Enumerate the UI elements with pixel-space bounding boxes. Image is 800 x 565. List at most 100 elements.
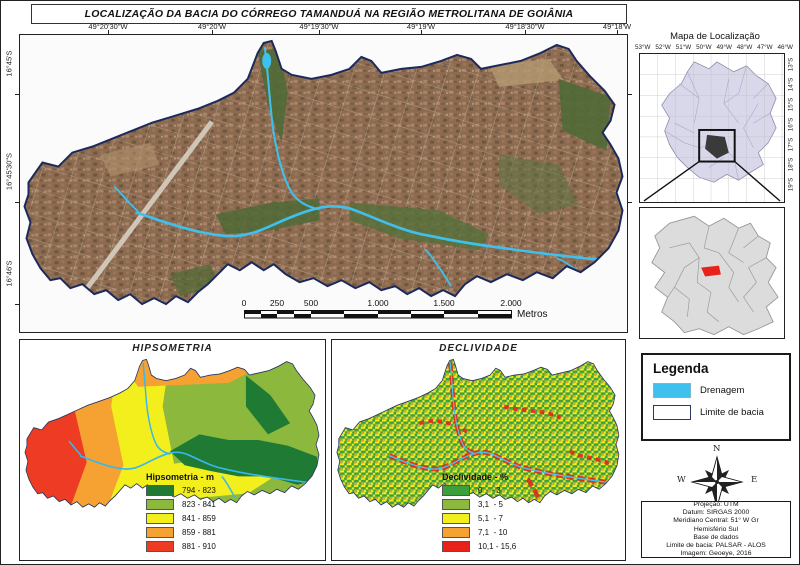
legend-row: 823 - 841: [146, 499, 216, 510]
municipality-lines: [667, 226, 767, 323]
declividade-legend-title: Declividade - %: [442, 472, 509, 482]
metro-map-svg: [651, 215, 779, 336]
compass-north-label: N: [713, 444, 721, 454]
lon-label: 49°20'30"W: [88, 22, 128, 31]
state-lon-labels: 53°W 52°W 51°W 50°W 49°W 48°W 47°W 46°W: [635, 44, 793, 51]
satellite-imagery: [24, 40, 623, 305]
class-label: 794 - 823: [182, 486, 216, 495]
frame-tick: [628, 202, 632, 203]
scalebar-tick: 1.500: [433, 298, 455, 308]
color-swatch: [442, 499, 470, 510]
projection-info-box: Projeção: UTM Datum: SIRGAS 2000 Meridia…: [641, 501, 791, 558]
class-label: 881 - 910: [182, 542, 216, 551]
drainage-network: [113, 46, 623, 287]
lon-label: 47°W: [757, 44, 773, 51]
declividade-panel: DECLIVIDADE: [331, 339, 626, 561]
class-label: 859 - 881: [182, 528, 216, 537]
lat-label: 16°45'30"S: [4, 152, 14, 191]
map-title-box: LOCALIZAÇÃO DA BACIA DO CÓRREGO TAMANDUÁ…: [31, 4, 627, 24]
watershed-boundary: [336, 358, 620, 508]
frame-tick: [628, 94, 632, 95]
scalebar-labels: 0 250 500 1.000 1.500 2.000: [241, 298, 524, 308]
hipsometria-legend-title: Hipsometria - m: [146, 472, 215, 482]
state-map-svg: [640, 54, 784, 202]
frame-tick: [319, 30, 320, 34]
declividade-map-svg: [336, 358, 620, 508]
lon-label: 51°W: [675, 44, 692, 51]
legend-row: Limite de bacia: [653, 405, 789, 420]
lat-label: 19°S: [787, 177, 795, 192]
legend-title: Legenda: [653, 361, 709, 376]
legend-label: Limite de bacia: [700, 407, 764, 418]
metro-region-shaded: [705, 134, 729, 159]
lon-label: 49°19'30"W: [299, 22, 339, 31]
lon-label: 49°18'W: [602, 22, 632, 31]
frame-tick: [212, 30, 213, 34]
pond: [262, 52, 272, 69]
metro-map-panel: [639, 207, 785, 339]
info-line: Meridiano Central: 51° W Gr: [673, 517, 759, 525]
scalebar-tick: 1.000: [367, 298, 389, 308]
info-line: Projeção: UTM: [693, 501, 739, 509]
legend-row: 0 - 3: [442, 485, 516, 496]
scalebar: [244, 310, 512, 319]
drainage-swatch: [653, 383, 691, 398]
lon-label: 50°W: [696, 44, 712, 51]
satellite-map-svg: [23, 39, 624, 306]
scalebar-tick: 500: [303, 298, 319, 308]
info-line: Limite de bacia: PALSAR - ALOS: [666, 541, 766, 549]
frame-tick: [421, 30, 422, 34]
frame-tick: [617, 30, 618, 34]
lon-label: 53°W: [635, 44, 651, 51]
frame-tick: [108, 30, 109, 34]
legend-row: 859 - 881: [146, 527, 216, 538]
info-line: Imagem: Geoeye, 2016: [680, 549, 752, 557]
watershed-boundary: [24, 358, 320, 508]
color-swatch: [442, 485, 470, 496]
class-label: 823 - 841: [182, 500, 216, 509]
main-map-panel: [19, 34, 628, 333]
info-line: Hemisfério Sul: [693, 525, 739, 533]
legend-row: 881 - 910: [146, 541, 216, 552]
frame-tick: [15, 304, 19, 305]
lon-label: 49°W: [716, 44, 732, 51]
declividade-legend: Declividade - % 0 - 3 3,1 - 5 5,1 - 7 7,…: [442, 472, 516, 555]
class-label: 10,1 - 15,6: [478, 542, 517, 551]
legend-row: 7,1 - 10: [442, 527, 516, 538]
lon-label: 48°W: [736, 44, 753, 51]
state-outline: [661, 61, 777, 183]
lon-label: 49°19'W: [406, 22, 436, 31]
legend-row: 841 - 859: [146, 513, 216, 524]
frame-tick: [15, 94, 19, 95]
legend-box: Legenda Drenagem Limite de bacia: [641, 353, 791, 441]
color-swatch: [146, 541, 174, 552]
color-swatch: [442, 527, 470, 538]
map-title: LOCALIZAÇÃO DA BACIA DO CÓRREGO TAMANDUÁ…: [84, 8, 574, 20]
scalebar-tick: 0: [241, 298, 247, 308]
hipsometria-map-svg: [24, 358, 320, 508]
lon-label: 52°W: [655, 44, 671, 51]
info-line: Base de dados: [693, 533, 739, 541]
compass-east-label: E: [751, 475, 758, 485]
frame-tick: [15, 202, 19, 203]
info-line: Datum: SIRGAS 2000: [682, 509, 750, 517]
hipsometria-legend: Hipsometria - m 794 - 823 823 - 841 841 …: [146, 472, 216, 555]
color-swatch: [146, 499, 174, 510]
legend-row: Drenagem: [653, 383, 789, 398]
lat-label: 16°46'S: [4, 260, 14, 287]
legend-row: 10,1 - 15,6: [442, 541, 516, 552]
state-map-panel: [639, 53, 785, 203]
compass-west-label: W: [677, 475, 686, 485]
metro-outline: [651, 215, 779, 336]
color-swatch: [146, 527, 174, 538]
color-swatch: [146, 513, 174, 524]
watershed-boundary: [23, 39, 624, 306]
class-label: 5,1 - 7: [478, 514, 503, 523]
hipsometria-title: HIPSOMETRIA: [132, 343, 213, 354]
lon-label: 49°20'W: [197, 22, 227, 31]
elevation-bands: [24, 359, 319, 508]
color-swatch: [442, 513, 470, 524]
legend-row: 794 - 823: [146, 485, 216, 496]
compass-rose-icon: [690, 455, 744, 509]
